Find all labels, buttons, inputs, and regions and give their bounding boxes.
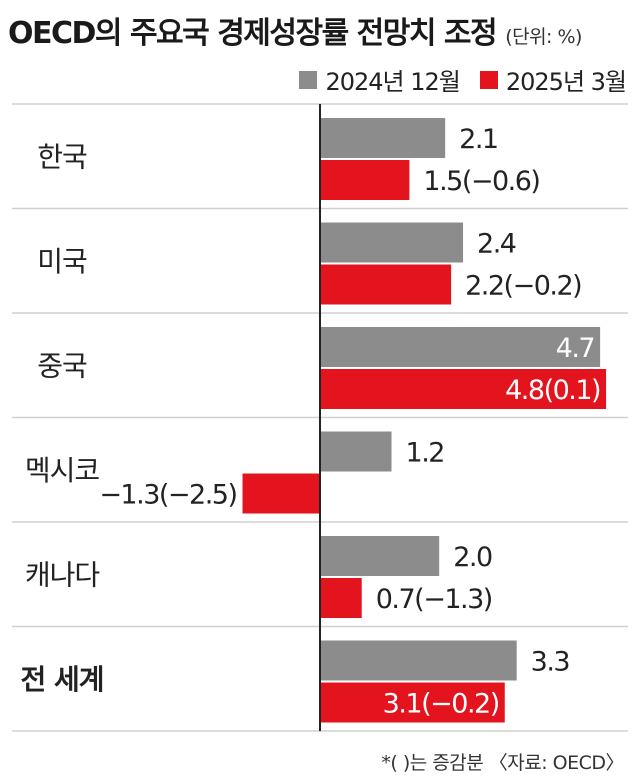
value-label-mar-2025: 0.7(−1.3) bbox=[376, 584, 492, 615]
legend-label-mar-2025: 2025년 3월 bbox=[505, 68, 627, 96]
category-label: 미국 bbox=[37, 245, 87, 278]
bar-mar-2025 bbox=[320, 160, 410, 200]
chart-title-block: OECD의 주요국 경제성장률 전망치 조정 (단위: %) bbox=[8, 8, 582, 52]
legend-swatch-gray bbox=[299, 70, 318, 89]
bar-dec-2024 bbox=[320, 327, 601, 367]
category-label: 전 세계 bbox=[20, 663, 103, 696]
value-label-mar-2025: 3.1(−0.2) bbox=[383, 689, 499, 720]
category-label: 한국 bbox=[37, 140, 87, 173]
bar-mar-2025 bbox=[320, 578, 362, 618]
bar-dec-2024 bbox=[320, 640, 517, 681]
footnote: *( )는 증감분 〈자료: OECD〉 bbox=[381, 752, 624, 774]
bar-mar-2025 bbox=[242, 473, 320, 514]
value-label-dec-2024: 1.2 bbox=[406, 438, 444, 469]
bar-dec-2024 bbox=[320, 431, 392, 472]
bar-dec-2024 bbox=[320, 536, 440, 576]
bar-mar-2025 bbox=[320, 264, 452, 305]
category-label: 중국 bbox=[37, 349, 87, 382]
bar-dec-2024 bbox=[320, 222, 464, 263]
unit-label: (단위: %) bbox=[505, 26, 582, 48]
legend: 2024년 12월 2025년 3월 bbox=[279, 62, 627, 97]
value-label-dec-2024: 3.3 bbox=[531, 647, 570, 678]
value-label-mar-2025: 1.5(−0.6) bbox=[423, 166, 539, 197]
bar-mar-2025 bbox=[320, 369, 607, 409]
bar-dec-2024 bbox=[320, 118, 446, 158]
bar-mar-2025 bbox=[320, 682, 505, 723]
value-label-dec-2024: 2.4 bbox=[477, 229, 516, 260]
legend-item-mar-2025: 2025년 3월 bbox=[479, 62, 627, 97]
legend-swatch-red bbox=[479, 70, 498, 89]
category-label: 멕시코 bbox=[25, 454, 100, 487]
value-label-dec-2024: 2.0 bbox=[453, 542, 492, 573]
category-label: 캐나다 bbox=[25, 558, 100, 591]
chart-title: OECD의 주요국 경제성장률 전망치 조정 bbox=[8, 16, 498, 51]
value-label-mar-2025: 4.8(0.1) bbox=[505, 375, 600, 406]
value-label-mar-2025: 2.2(−0.2) bbox=[465, 271, 581, 302]
legend-label-dec-2024: 2024년 12월 bbox=[325, 68, 460, 96]
legend-item-dec-2024: 2024년 12월 bbox=[299, 62, 461, 97]
value-label-dec-2024: 2.1 bbox=[459, 124, 497, 155]
value-label-dec-2024: 4.7 bbox=[556, 333, 594, 364]
value-label-mar-2025: −1.3(−2.5) bbox=[99, 480, 236, 511]
